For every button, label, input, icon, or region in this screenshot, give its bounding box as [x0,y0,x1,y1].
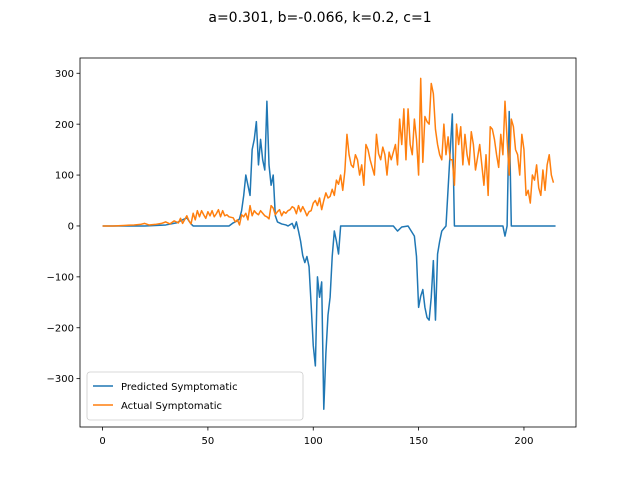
x-tick-label: 100 [304,436,323,447]
x-tick-label: 200 [514,436,533,447]
plot-area [79,57,577,428]
series-line-1 [102,100,556,410]
legend: Predicted Symptomatic Actual Symptomatic [86,371,304,421]
chart-title: a=0.301, b=-0.066, k=0.2, c=1 [208,10,431,26]
y-tick-label: −300 [47,374,74,385]
y-tick-label: 100 [55,171,74,182]
legend-label: Actual Symptomatic [121,401,222,412]
x-tick-label: 50 [202,436,215,447]
legend-box [86,371,304,421]
y-tick-label: −100 [47,272,74,283]
y-axis: −300 −200 −100 0 100 200 300 [47,69,80,385]
x-tick-label: 0 [99,436,105,447]
y-tick-label: 200 [55,120,74,131]
y-tick-label: 0 [68,222,74,233]
x-tick-label: 150 [409,436,428,447]
series-layer [102,77,556,410]
series-line-2 [102,77,555,227]
y-tick-label: 300 [55,69,74,80]
x-axis: 0 50 100 150 200 [99,427,534,447]
y-tick-label: −200 [47,323,74,334]
legend-label: Predicted Symptomatic [121,382,238,393]
plot-frame [79,57,577,428]
